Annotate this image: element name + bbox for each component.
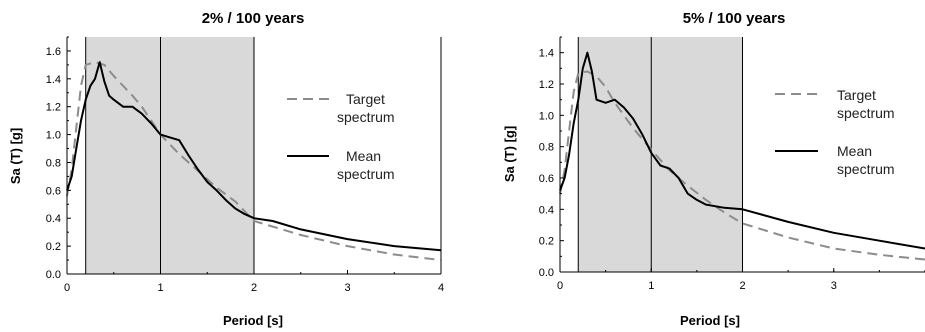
x-tick-label: 0 — [64, 282, 70, 294]
legend-label-mean-line2: spectrum — [337, 166, 395, 182]
y-tick-label: 0.6 — [539, 173, 554, 185]
x-tick-label: 1 — [648, 280, 654, 292]
legend-label-target: Target spectrum — [837, 87, 895, 121]
y-axis-label: Sa (T) [g] — [8, 128, 23, 184]
legend-label-target-line2: spectrum — [337, 109, 395, 125]
legend-label-target-line1: Target — [346, 91, 385, 107]
chart-title: 5% / 100 years — [683, 10, 786, 27]
shaded-period-range — [578, 37, 743, 272]
chart-2pct-100yr: 2% / 100 years 0 1 2 3 4 0.0 0.2 0.4 0.6 0.8 1.0 1.… — [8, 10, 444, 328]
y-tick-label: 1.0 — [539, 110, 554, 122]
y-tick-label: 0.0 — [539, 267, 554, 279]
y-tick-label: 0.8 — [539, 142, 554, 154]
y-tick-label: 0.8 — [46, 157, 61, 169]
target-spectrum-line — [66, 61, 442, 262]
y-tick-label: 1.4 — [46, 74, 61, 86]
y-tick-label: 1.6 — [46, 46, 61, 58]
mean-spectrum-line — [559, 51, 925, 250]
y-tick-label: 0.0 — [46, 269, 61, 281]
y-tick-label: 1.0 — [46, 130, 61, 142]
x-tick-label: 4 — [438, 282, 444, 294]
legend-label-target-line1: Target — [837, 87, 876, 103]
legend-label-mean-line1: Mean — [837, 143, 872, 159]
y-tick-label: 0.6 — [46, 185, 61, 197]
legend: Target spectrum Mean spectrum — [287, 91, 395, 182]
target-spectrum-line — [559, 70, 925, 261]
y-tick-label: 0.4 — [539, 204, 554, 216]
x-axis-label: Period [s] — [223, 313, 283, 328]
legend-label-target: Target spectrum — [337, 91, 395, 125]
chart-title: 2% / 100 years — [202, 10, 305, 27]
legend-label-mean: Mean spectrum — [337, 148, 395, 182]
y-tick-label: 1.4 — [539, 48, 554, 60]
x-tick-label: 2 — [739, 280, 745, 292]
legend-label-mean-line2: spectrum — [837, 161, 895, 177]
legend-label-target-line2: spectrum — [837, 105, 895, 121]
x-tick-label: 3 — [344, 282, 350, 294]
x-tick-label: 3 — [831, 280, 837, 292]
y-tick-label: 1.2 — [46, 102, 61, 114]
x-axis-label: Period [s] — [680, 313, 740, 328]
plot-area: 0 1 2 3 0.0 0.2 0.4 0.6 0.8 1.0 1.2 1.4 — [539, 36, 925, 292]
mean-spectrum-line — [66, 61, 442, 252]
y-tick-label: 1.2 — [539, 79, 554, 91]
legend-label-mean: Mean spectrum — [837, 143, 895, 177]
y-tick-label: 0.2 — [539, 236, 554, 248]
x-tick-label: 0 — [557, 280, 563, 292]
chart-5pct-100yr: 5% / 100 years 0 1 2 3 0.0 0.2 0.4 0.6 0.8 1.0 1.2… — [502, 10, 925, 328]
y-axis-label: Sa (T) [g] — [502, 126, 517, 182]
y-tick-label: 0.4 — [46, 213, 61, 225]
x-tick-label: 2 — [251, 282, 257, 294]
plot-area: 0 1 2 3 4 0.0 0.2 0.4 0.6 0.8 1.0 1.2 1.4 1.6 — [46, 36, 444, 294]
legend: Target spectrum Mean spectrum — [775, 87, 895, 177]
legend-label-mean-line1: Mean — [346, 148, 381, 164]
x-tick-label: 1 — [157, 282, 163, 294]
y-tick-label: 0.2 — [46, 241, 61, 253]
